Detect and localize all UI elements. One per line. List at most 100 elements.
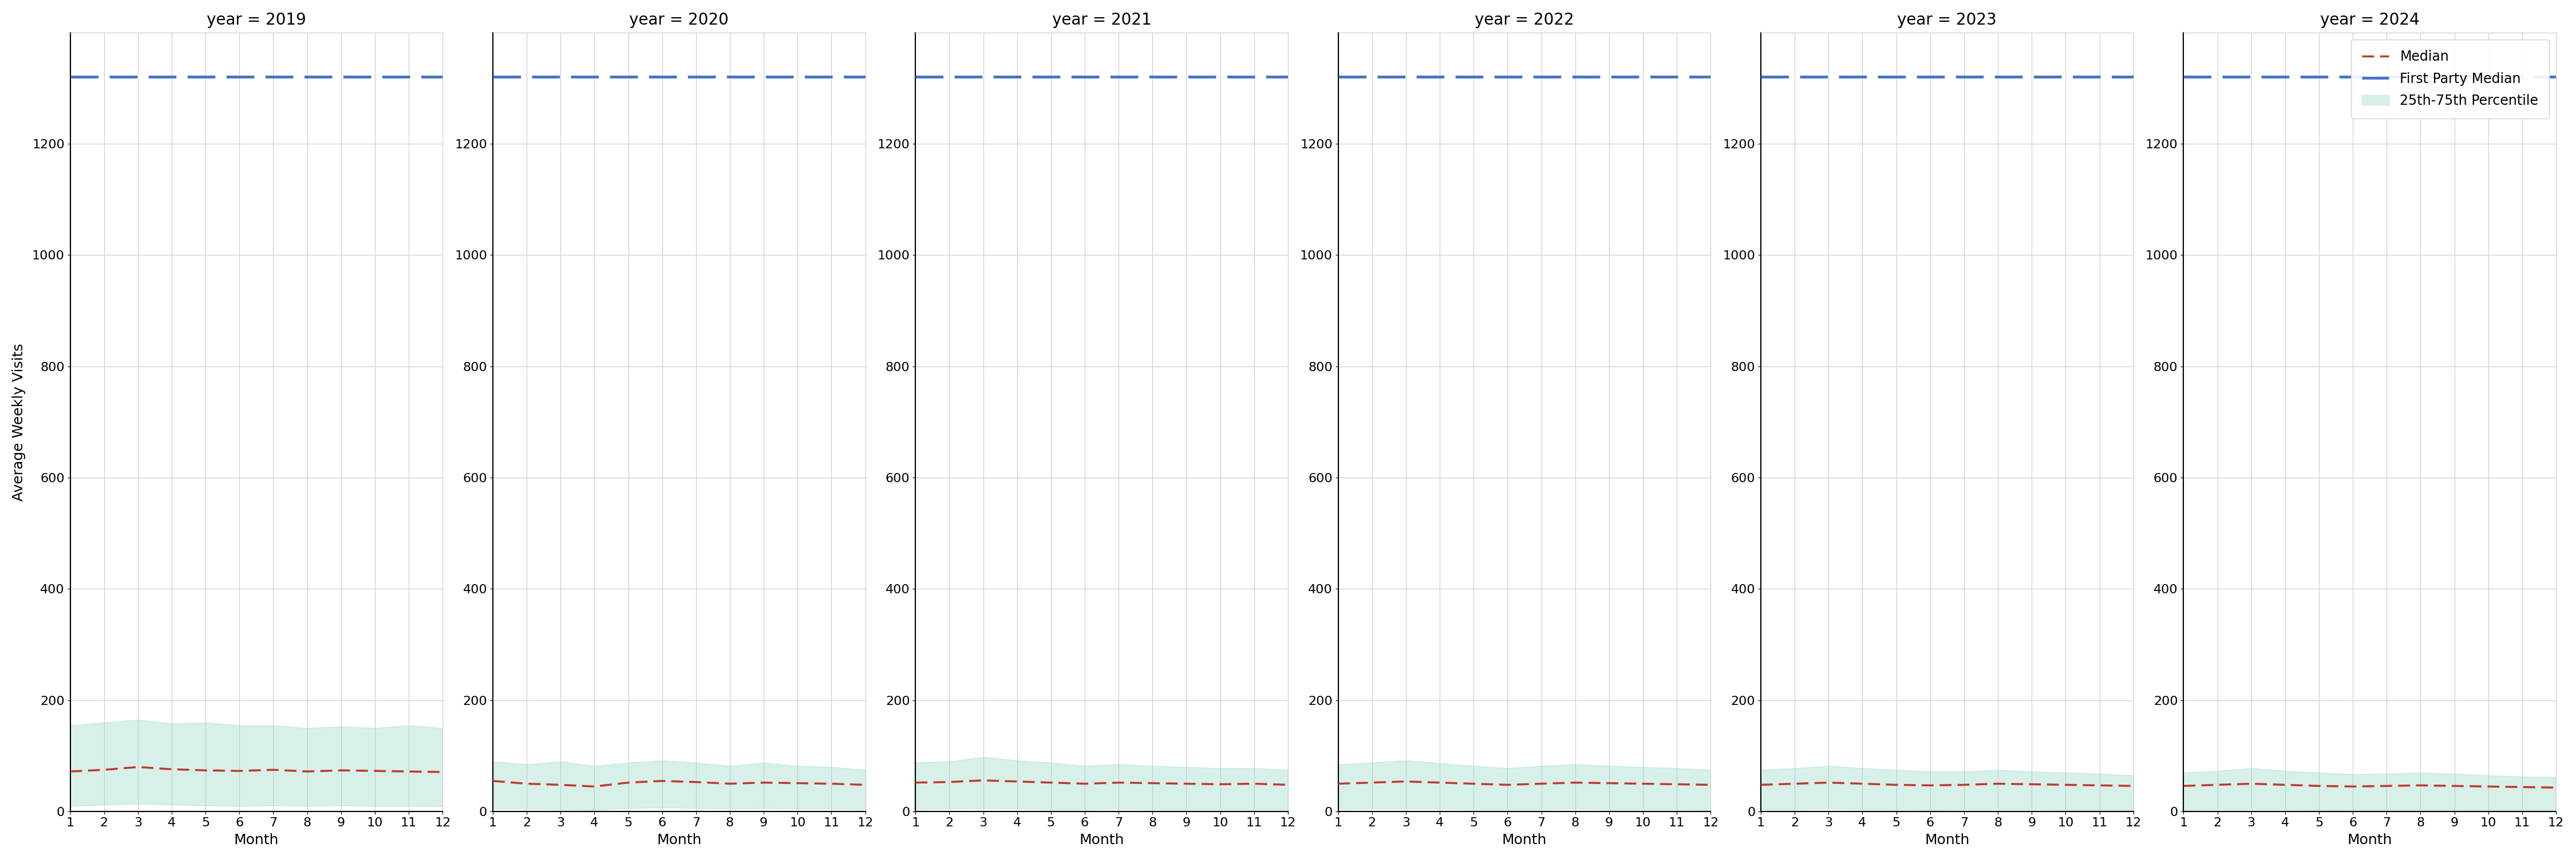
Median (1492, 780, 1522, 790)
First Party Median (2336, 72, 2367, 82)
Median (1780, 778, 1811, 789)
First Party Median (394, 72, 425, 82)
First Party Median (1984, 72, 2014, 82)
Median (1206, 779, 1236, 789)
Median (124, 762, 155, 772)
Legend: Median, First Party Median, 25th-75th Percentile: Median, First Party Median, 25th-75th Pe… (2352, 40, 2550, 119)
Title: year = 2022: year = 2022 (1473, 12, 1574, 28)
Median (54, 766, 85, 777)
Median (1391, 777, 1422, 787)
Median (747, 777, 778, 788)
Title: year = 2021: year = 2021 (1051, 12, 1151, 28)
First Party Median (1103, 72, 1133, 82)
Median (157, 765, 188, 775)
First Party Median (1814, 72, 1844, 82)
First Party Median (1628, 72, 1659, 82)
Median (969, 775, 999, 785)
First Party Median (1425, 72, 1455, 82)
Median (1002, 777, 1033, 787)
Median (428, 767, 459, 777)
First Party Median (258, 72, 289, 82)
First Party Median (1747, 72, 1777, 82)
Line: Median: Median (914, 780, 1288, 785)
Median (1172, 778, 1203, 789)
Median (510, 778, 541, 789)
First Party Median (546, 72, 577, 82)
X-axis label: Month: Month (234, 833, 278, 847)
First Party Median (1036, 72, 1066, 82)
Title: year = 2023: year = 2023 (1899, 12, 1996, 28)
X-axis label: Month: Month (1079, 833, 1123, 847)
Median (1747, 780, 1777, 790)
Median (2336, 782, 2367, 792)
First Party Median (1206, 72, 1236, 82)
Median (2506, 782, 2537, 792)
First Party Median (2169, 72, 2200, 82)
Median (2017, 779, 2048, 789)
First Party Median (2084, 72, 2115, 82)
Line: Median: Median (1762, 783, 2133, 786)
Median (850, 780, 881, 790)
Median (1425, 777, 1455, 788)
Median (2303, 781, 2334, 791)
Median (224, 765, 255, 776)
First Party Median (1069, 72, 1100, 82)
First Party Median (157, 72, 188, 82)
First Party Median (2017, 72, 2048, 82)
First Party Median (935, 72, 966, 82)
First Party Median (2117, 72, 2148, 82)
Median (1695, 780, 1726, 790)
Median (1103, 777, 1133, 788)
Median (1595, 778, 1625, 789)
Median (935, 777, 966, 787)
First Party Median (2236, 72, 2267, 82)
Median (2117, 781, 2148, 791)
Median (2269, 780, 2300, 790)
First Party Median (899, 72, 930, 82)
Median (2236, 778, 2267, 789)
First Party Median (1391, 72, 1422, 82)
Median (361, 765, 392, 776)
Median (394, 766, 425, 777)
Median (680, 777, 711, 787)
Median (1558, 777, 1589, 788)
Median (1847, 778, 1878, 789)
First Party Median (224, 72, 255, 82)
First Party Median (2372, 72, 2403, 82)
First Party Median (2506, 72, 2537, 82)
First Party Median (2406, 72, 2437, 82)
X-axis label: Month: Month (2347, 833, 2393, 847)
X-axis label: Month: Month (1502, 833, 1546, 847)
First Party Median (1458, 72, 1489, 82)
Title: year = 2019: year = 2019 (206, 12, 307, 28)
Median (1273, 780, 1303, 790)
Median (580, 782, 611, 792)
First Party Median (1914, 72, 1945, 82)
Median (1239, 778, 1270, 789)
First Party Median (1136, 72, 1167, 82)
Line: Median: Median (1337, 782, 1710, 785)
First Party Median (783, 72, 814, 82)
First Party Median (1947, 72, 1978, 82)
First Party Median (1239, 72, 1270, 82)
First Party Median (817, 72, 848, 82)
First Party Median (2202, 72, 2233, 82)
Median (647, 776, 677, 786)
Title: year = 2024: year = 2024 (2321, 12, 2419, 28)
Median (1662, 779, 1692, 789)
First Party Median (477, 72, 507, 82)
Median (1036, 777, 1066, 788)
First Party Median (580, 72, 611, 82)
X-axis label: Month: Month (657, 833, 701, 847)
Median (1914, 780, 1945, 790)
First Party Median (2473, 72, 2504, 82)
First Party Median (1321, 72, 1352, 82)
Median (477, 776, 507, 786)
First Party Median (647, 72, 677, 82)
Median (1814, 777, 1844, 788)
Median (1069, 778, 1100, 789)
First Party Median (361, 72, 392, 82)
First Party Median (1273, 72, 1303, 82)
First Party Median (1172, 72, 1203, 82)
Median (2169, 781, 2200, 791)
